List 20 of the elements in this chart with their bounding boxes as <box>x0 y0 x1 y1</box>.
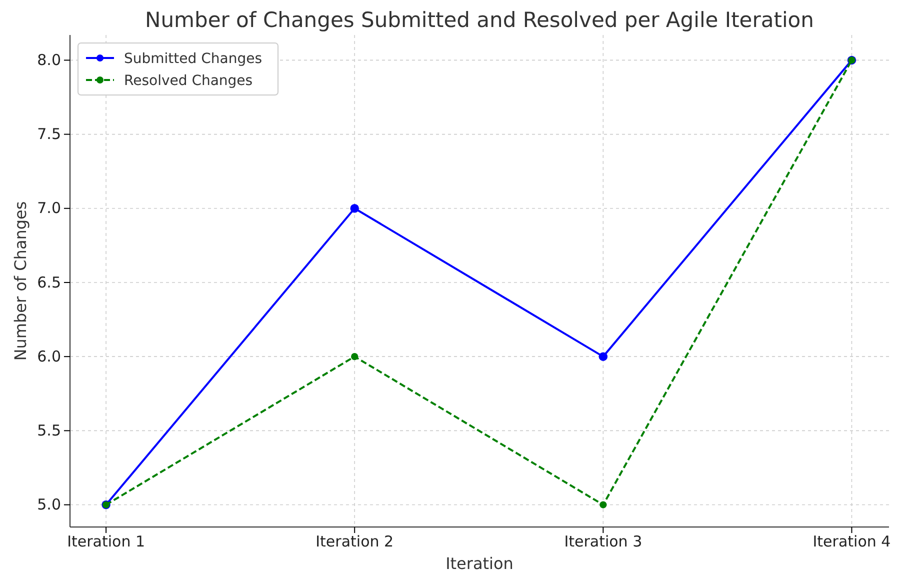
y-tick-label: 7.0 <box>37 199 61 218</box>
point <box>598 352 608 361</box>
y-tick-label: 6.5 <box>37 273 61 292</box>
y-tick-label: 5.0 <box>37 496 61 514</box>
point <box>350 204 359 213</box>
y-tick-label: 7.5 <box>37 125 61 144</box>
x-axis-title: Iteration <box>446 554 514 573</box>
point <box>351 353 358 360</box>
x-tick-label: Iteration 1 <box>67 532 146 551</box>
x-tick-label: Iteration 2 <box>316 532 394 551</box>
y-axis-title: Number of Changes <box>11 201 30 361</box>
point <box>600 501 607 508</box>
legend-label: Resolved Changes <box>124 73 253 89</box>
x-tick-label: Iteration 4 <box>812 532 891 551</box>
y-tick-label: 8.0 <box>37 50 61 69</box>
x-tick-label: Iteration 3 <box>564 532 642 551</box>
chart-title: Number of Changes Submitted and Resolved per Agile Iteration <box>145 8 814 32</box>
y-tick-label: 6.0 <box>37 347 61 366</box>
legend-label: Submitted Changes <box>124 51 262 67</box>
y-tick-label: 5.5 <box>37 421 61 440</box>
